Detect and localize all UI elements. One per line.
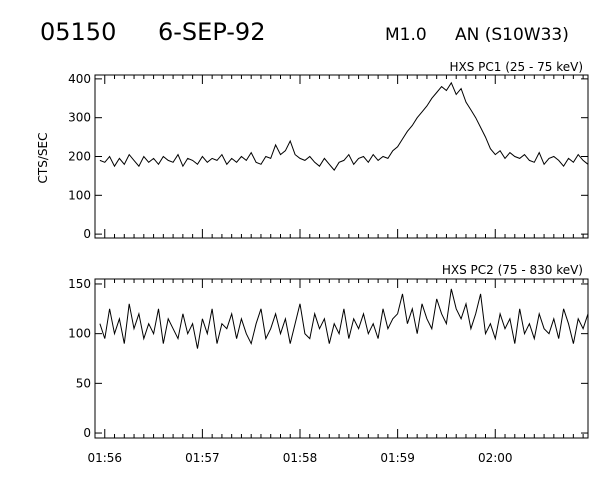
x-tick-label: 01:58 [283, 451, 318, 465]
pc1-y-tick-label: 100 [68, 188, 91, 202]
pc1-y-tick-label: 200 [68, 150, 91, 164]
x-tick-label: 01:57 [185, 451, 220, 465]
pc1-panel: HXS PC1 (25 - 75 keV) CTS/SEC 0 100 200 300… [36, 60, 589, 241]
event-id: 05150 [40, 18, 116, 46]
x-tick-label: 01:59 [380, 451, 415, 465]
pc1-series-line [99, 81, 589, 171]
pc2-y-tick-label: 100 [68, 327, 91, 341]
pc1-y-axis-label: CTS/SEC [36, 133, 50, 184]
pc1-y-tick-label: 400 [68, 72, 91, 86]
pc2-title: HXS PC2 (75 - 830 keV) [442, 263, 583, 277]
pc1-y-tick-label: 300 [68, 111, 91, 125]
pc2-plot-frame [94, 278, 589, 439]
flare-location: AN (S10W33) [455, 25, 569, 45]
pc2-y-tick-label: 0 [83, 426, 91, 440]
pc2-y-tick-label: 150 [68, 277, 91, 291]
x-tick-label: 01:56 [87, 451, 122, 465]
event-date: 6-SEP-92 [158, 18, 265, 46]
x-tick-label: 02:00 [478, 451, 513, 465]
pc2-series-line [99, 288, 589, 349]
pc1-y-tick-label: 0 [83, 227, 91, 241]
pc2-panel: HXS PC2 (75 - 830 keV) 0 50 100 150 [68, 263, 589, 440]
pc1-title: HXS PC1 (25 - 75 keV) [449, 60, 583, 74]
pc2-y-tick-label: 50 [76, 376, 91, 390]
flare-class: M1.0 [385, 25, 427, 45]
